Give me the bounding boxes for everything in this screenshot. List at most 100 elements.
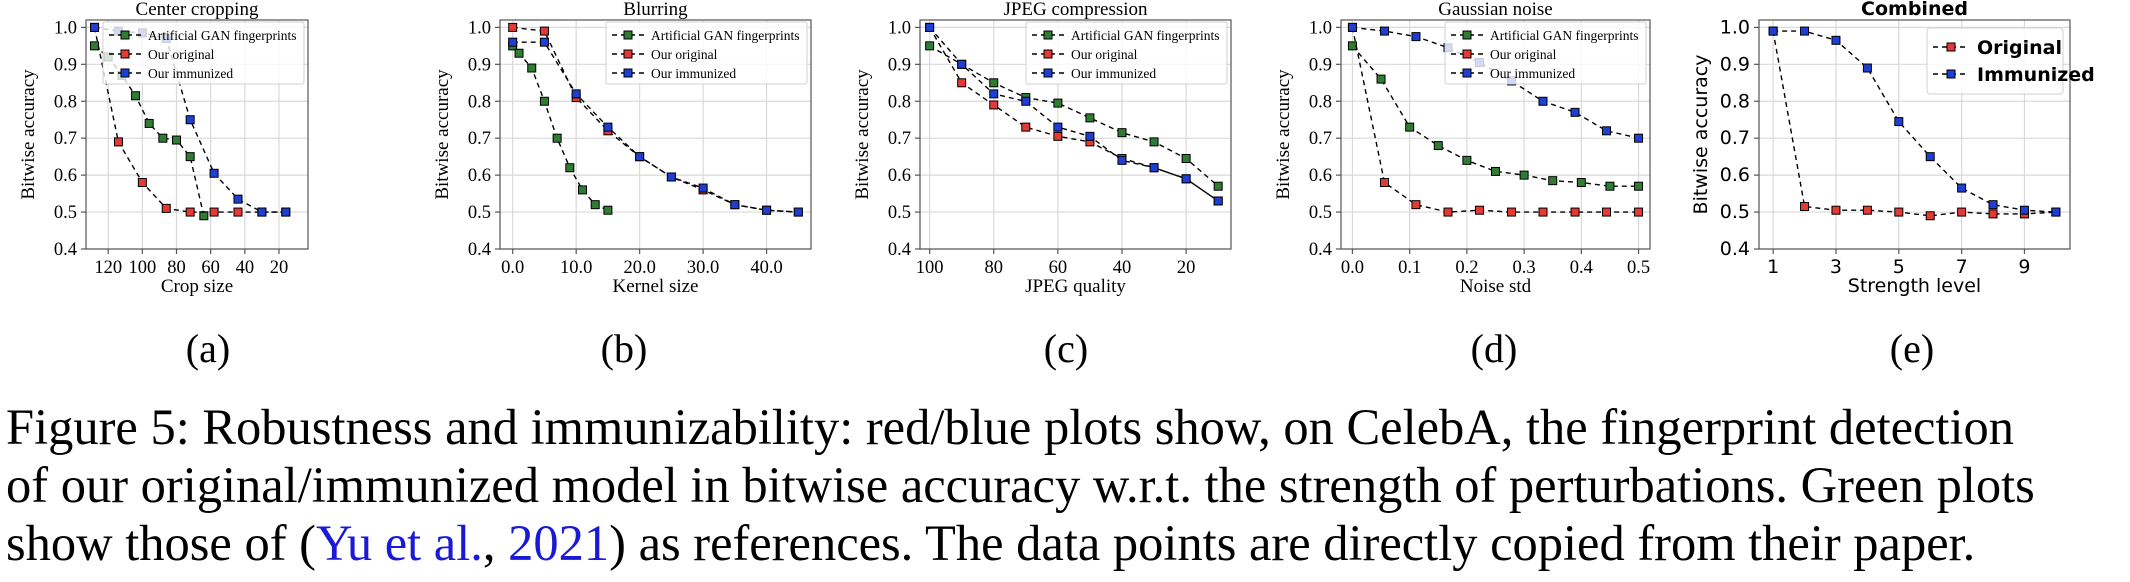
- legend-marker: [1043, 68, 1053, 78]
- x-tick-label: 0.3: [1513, 258, 1536, 278]
- chart-title: Blurring: [623, 0, 688, 20]
- series-blue: [1768, 26, 2061, 217]
- subfigure-label: (b): [601, 326, 648, 371]
- x-tick-label: 0.1: [1398, 258, 1421, 278]
- y-tick-label: 0.9: [888, 55, 911, 75]
- y-tick-label: 0.9: [468, 55, 491, 75]
- legend: Artificial GAN fingerprints Our original O…: [1025, 21, 1228, 85]
- data-point: [603, 122, 613, 132]
- data-point: [1957, 183, 1967, 193]
- data-point: [1831, 35, 1841, 45]
- y-tick-label: 0.7: [1720, 127, 1750, 149]
- caption-line-3-start: show those of (: [6, 515, 316, 571]
- y-tick-label: 1.0: [468, 18, 491, 38]
- y-tick-label: 0.9: [54, 55, 77, 75]
- data-point: [1411, 200, 1421, 210]
- data-point: [590, 200, 600, 210]
- data-point: [1443, 207, 1453, 217]
- data-point: [1605, 181, 1615, 191]
- y-tick-label: 0.5: [468, 203, 491, 223]
- data-point: [1021, 96, 1031, 106]
- subfigure-label: (a): [186, 326, 230, 371]
- y-tick-label: 0.4: [54, 240, 77, 260]
- x-tick-label: 0.5: [1627, 258, 1650, 278]
- legend-label: Artificial GAN fingerprints: [1490, 28, 1638, 43]
- data-point: [1181, 174, 1191, 184]
- y-tick-label: 0.8: [888, 92, 911, 112]
- y-tick-label: 0.7: [888, 129, 911, 149]
- x-tick-label: 3: [1830, 256, 1842, 278]
- legend: Original Immunized: [1926, 27, 2095, 95]
- y-tick-label: 0.4: [1720, 238, 1750, 260]
- data-point: [1831, 205, 1841, 215]
- data-point: [257, 207, 267, 217]
- series-line: [1351, 27, 1639, 213]
- x-tick-label: 0.2: [1455, 258, 1478, 278]
- y-tick-label: 0.6: [1720, 164, 1750, 186]
- data-point: [1602, 207, 1612, 217]
- data-point: [508, 22, 518, 32]
- axes-frame: [85, 19, 309, 250]
- series-blue: [508, 37, 803, 217]
- x-tick-label: 40.0: [750, 258, 782, 278]
- legend-marker: [1946, 42, 1956, 52]
- data-point: [1347, 22, 1357, 32]
- chart-title: Center cropping: [136, 0, 259, 20]
- chart-panel-3: 100 80 60 40 20 0.4 0.5 0.6 0.7 0.8 0.9 1.0 JPEG com…: [852, 0, 1232, 371]
- data-point: [635, 152, 645, 162]
- y-axis-label: Bitwise accuracy: [1273, 69, 1294, 200]
- legend-marker: [120, 68, 130, 78]
- legend-label: Artificial GAN fingerprints: [148, 28, 296, 43]
- data-point: [1117, 155, 1127, 165]
- x-tick-label: 1: [1767, 256, 1779, 278]
- data-point: [233, 207, 243, 217]
- y-tick-label: 0.6: [888, 166, 911, 186]
- data-point: [1634, 207, 1644, 217]
- y-tick-label: 0.9: [1720, 53, 1750, 75]
- data-point: [1433, 141, 1443, 151]
- data-point: [1800, 26, 1810, 36]
- axes-frame: [499, 19, 812, 250]
- data-point: [144, 118, 154, 128]
- data-point: [1862, 63, 1872, 73]
- data-point: [1405, 122, 1415, 132]
- axes-frame: [919, 19, 1232, 250]
- series-line: [1772, 30, 2056, 217]
- figure-caption: Figure 5: Robustness and immunizability:…: [6, 398, 2124, 572]
- legend-marker: [1462, 30, 1472, 40]
- data-point: [925, 22, 935, 32]
- data-point: [209, 207, 219, 217]
- caption-line-3-end: ) as references. The data points are dir…: [609, 515, 1976, 571]
- subfigure-label: (d): [1471, 326, 1518, 371]
- data-point: [762, 205, 772, 215]
- citation-year-link[interactable]: 2021: [508, 515, 610, 571]
- data-point: [1053, 122, 1063, 132]
- legend: Artificial GAN fingerprints Our original O…: [605, 21, 808, 85]
- legend-box: [605, 21, 808, 85]
- legend-label: Our immunized: [148, 66, 233, 81]
- legend-marker: [623, 68, 633, 78]
- data-point: [578, 185, 588, 195]
- data-point: [989, 89, 999, 99]
- x-tick-label: 20: [270, 258, 289, 278]
- y-tick-label: 0.7: [468, 129, 491, 149]
- legend-box: [1926, 27, 2064, 95]
- series-line: [1351, 45, 1639, 187]
- data-point: [957, 59, 967, 69]
- data-point: [1411, 32, 1421, 42]
- citation-author-link[interactable]: Yu et al.: [315, 515, 483, 571]
- caption-line-1: Figure 5: Robustness and immunizability:…: [6, 399, 2014, 455]
- subfigure-label: (c): [1044, 326, 1088, 371]
- legend-box: [1444, 21, 1647, 85]
- series-line: [928, 27, 1219, 202]
- y-tick-label: 0.4: [1309, 240, 1332, 260]
- x-tick-label: 20.0: [623, 258, 655, 278]
- data-point: [1085, 131, 1095, 141]
- y-tick-label: 0.5: [54, 203, 77, 223]
- x-tick-label: 7: [1956, 256, 1968, 278]
- data-point: [1474, 205, 1484, 215]
- data-point: [281, 207, 291, 217]
- data-point: [603, 205, 613, 215]
- legend-marker: [1462, 49, 1472, 59]
- legend-label: Our immunized: [651, 66, 736, 81]
